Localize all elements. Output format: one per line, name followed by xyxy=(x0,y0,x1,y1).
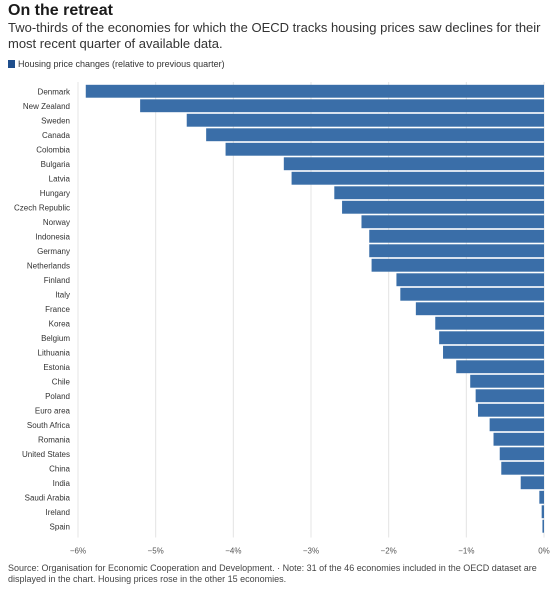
bar xyxy=(415,302,544,316)
category-label: Latvia xyxy=(49,174,71,183)
category-label: Belgium xyxy=(41,334,70,343)
bar xyxy=(499,447,544,461)
bar xyxy=(456,360,544,374)
category-label: Sweden xyxy=(41,116,70,125)
category-label: Norway xyxy=(43,218,70,227)
bar xyxy=(477,403,544,417)
category-label: Korea xyxy=(49,319,71,328)
category-labels: Denmark New Zealand Sweden Canada Colombia Bu… xyxy=(14,87,71,531)
bar xyxy=(85,84,545,98)
category-label: Ireland xyxy=(46,508,70,517)
legend-swatch xyxy=(8,60,15,68)
legend-label: Housing price changes (relative to previ… xyxy=(18,59,225,69)
bar xyxy=(489,418,544,432)
category-label: Chile xyxy=(52,377,71,386)
category-label: Spain xyxy=(50,522,70,531)
category-label: Finland xyxy=(44,276,70,285)
bar xyxy=(439,331,544,345)
category-label: Poland xyxy=(45,392,70,401)
category-label: Romania xyxy=(38,435,71,444)
bars xyxy=(85,84,545,533)
bar xyxy=(400,287,544,301)
category-label: Hungary xyxy=(40,189,70,198)
x-tick-label: −5% xyxy=(148,547,164,556)
x-tick-label: −3% xyxy=(303,547,319,556)
category-label: United States xyxy=(22,450,70,459)
bar xyxy=(369,229,544,243)
category-label: Euro area xyxy=(35,406,71,415)
category-label: France xyxy=(45,305,70,314)
category-label: Denmark xyxy=(38,87,71,96)
bar xyxy=(283,157,544,171)
bar xyxy=(186,113,544,127)
bar xyxy=(493,432,544,446)
bar xyxy=(361,215,544,229)
bar xyxy=(342,200,544,214)
x-tick-label: −2% xyxy=(381,547,397,556)
category-label: Colombia xyxy=(36,145,70,154)
category-label: Italy xyxy=(55,290,70,299)
bar xyxy=(206,128,544,142)
bar xyxy=(470,374,544,388)
category-label: Germany xyxy=(37,247,70,256)
source-note: Source: Organisation for Economic Cooper… xyxy=(8,563,537,584)
bar xyxy=(539,490,544,504)
bar xyxy=(371,258,544,272)
x-tick-label: −1% xyxy=(458,547,474,556)
x-axis-ticks: −6% −5% −4% −3% −2% −1% 0% xyxy=(70,547,550,556)
bar xyxy=(396,273,544,287)
bar xyxy=(369,244,544,258)
bar xyxy=(140,99,544,113)
bar-chart: Denmark New Zealand Sweden Canada Colombia Bu… xyxy=(14,82,550,556)
bar xyxy=(475,389,544,403)
bar xyxy=(542,519,544,533)
bar xyxy=(501,461,544,475)
category-label: South Africa xyxy=(27,421,71,430)
category-label: Saudi Arabia xyxy=(25,493,71,502)
x-tick-label: −4% xyxy=(225,547,241,556)
bar xyxy=(225,142,545,156)
bar xyxy=(291,171,544,185)
bar xyxy=(443,345,544,359)
x-tick-label: 0% xyxy=(538,547,550,556)
x-tick-label: −6% xyxy=(70,547,86,556)
category-label: Bulgaria xyxy=(41,160,71,169)
category-label: Indonesia xyxy=(35,232,70,241)
category-label: Netherlands xyxy=(27,261,70,270)
bar xyxy=(541,505,544,519)
category-label: Estonia xyxy=(43,363,70,372)
chart-subtitle: Two-thirds of the economies for which th… xyxy=(8,20,541,51)
category-label: Canada xyxy=(42,131,71,140)
chart-title: On the retreat xyxy=(8,2,113,19)
bar xyxy=(435,316,544,330)
category-label: Lithuania xyxy=(38,348,71,357)
chart-legend: Housing price changes (relative to previ… xyxy=(8,59,225,69)
category-label: India xyxy=(53,479,71,488)
category-label: New Zealand xyxy=(23,102,70,111)
category-label: China xyxy=(49,464,70,473)
bar xyxy=(520,476,544,490)
bar xyxy=(334,186,544,200)
category-label: Czech Republic xyxy=(14,203,70,212)
